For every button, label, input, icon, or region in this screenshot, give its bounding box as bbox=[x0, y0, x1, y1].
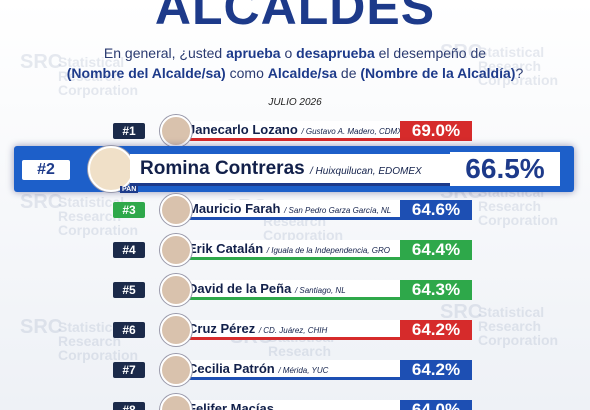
watermark-logo: SRC bbox=[20, 191, 63, 213]
location: / Iguala de la Independencia, GRO bbox=[266, 246, 390, 255]
approval: 69.0% bbox=[400, 121, 472, 141]
avatar bbox=[160, 115, 192, 147]
question-bold: aprueba bbox=[226, 45, 281, 61]
question-text: En general, ¿usted bbox=[103, 45, 227, 61]
name: Cruz Pérez bbox=[188, 321, 256, 336]
question-bold: (Nombre del Alcalde/sa) bbox=[66, 65, 226, 81]
approval: 66.5% bbox=[450, 152, 560, 186]
name-box: Janecarlo Lozano / Gustavo A. Madero, CD… bbox=[178, 121, 400, 141]
watermark-name: Statistical Research Corporation bbox=[58, 194, 139, 238]
question-text: como bbox=[225, 65, 268, 81]
avatar bbox=[160, 354, 192, 386]
rank-badge: #4 bbox=[113, 242, 145, 258]
avatar bbox=[160, 394, 192, 410]
name-box: Cruz Pérez / CD. Juárez, CHIH bbox=[178, 320, 400, 340]
question-bold: desaprueba bbox=[296, 45, 375, 61]
rank-badge: #6 bbox=[113, 322, 145, 338]
watermark-logo: SRC bbox=[20, 316, 63, 338]
date: JULIO 2026 bbox=[268, 97, 322, 108]
approval: 64.0% bbox=[400, 400, 472, 410]
watermark-name: Statistical Research Corporation bbox=[478, 304, 559, 348]
rank-badge: #1 bbox=[113, 123, 145, 139]
name-box: Mauricio Farah / San Pedro Garza García,… bbox=[178, 200, 400, 220]
watermark-logo: SRC bbox=[440, 41, 483, 63]
location: / Mérida, YUC bbox=[278, 366, 329, 375]
rank-badge: #2 bbox=[22, 160, 70, 180]
name-box: David de la Peña / Santiago, NL bbox=[178, 280, 400, 300]
rank-badge: #8 bbox=[113, 402, 145, 410]
question-bold: Alcalde/sa bbox=[267, 65, 338, 81]
name: Janecarlo Lozano bbox=[188, 122, 298, 137]
name: Felifer Macías bbox=[188, 401, 274, 410]
name-box: Felifer Macías bbox=[178, 400, 400, 410]
question-bold: (Nombre de la Alcaldía) bbox=[360, 65, 516, 81]
avatar bbox=[160, 234, 192, 266]
title: ALCALDES bbox=[154, 0, 436, 35]
watermark-logo: SRC bbox=[440, 301, 483, 323]
watermark-name: Statistical Research Corporation bbox=[58, 319, 139, 363]
name: Cecilia Patrón bbox=[188, 361, 275, 376]
question-line: En general, ¿usted aprueba o desaprueba … bbox=[20, 45, 570, 61]
approval: 64.2% bbox=[400, 360, 472, 380]
name-box: Erik Catalán / Iguala de la Independenci… bbox=[178, 240, 400, 260]
name: Romina Contreras bbox=[140, 158, 305, 179]
location: / Gustavo A. Madero, CDMX bbox=[301, 127, 400, 136]
watermark-name: Statistical Research Corporation bbox=[478, 44, 559, 88]
name: Erik Catalán bbox=[188, 241, 264, 256]
rank-badge: #5 bbox=[113, 282, 145, 298]
party: PAN bbox=[120, 186, 139, 193]
question-text: ? bbox=[515, 65, 524, 81]
name: Mauricio Farah bbox=[188, 201, 281, 216]
question-line: (Nombre del Alcalde/sa) como Alcalde/sa … bbox=[20, 65, 570, 81]
name-box: Cecilia Patrón / Mérida, YUC bbox=[178, 360, 400, 380]
watermark-logo: SRC bbox=[20, 51, 63, 73]
approval: 64.3% bbox=[400, 280, 472, 300]
approval: 64.2% bbox=[400, 320, 472, 340]
name-box: Romina Contreras / Huixquilucan, EDOMEX bbox=[130, 154, 450, 186]
rank-badge: #3 bbox=[113, 202, 145, 218]
question-text: o bbox=[280, 45, 297, 61]
location: / Santiago, NL bbox=[294, 286, 346, 295]
avatar bbox=[160, 194, 192, 226]
name: David de la Peña bbox=[188, 281, 292, 296]
question-text: el desempeño de bbox=[374, 45, 487, 61]
watermark-name: Statistical Research Corporation bbox=[58, 54, 139, 98]
avatar bbox=[160, 274, 192, 306]
approval: 64.4% bbox=[400, 240, 472, 260]
location: / San Pedro Garza García, NL bbox=[284, 206, 392, 215]
rank-badge: #7 bbox=[113, 362, 145, 378]
avatar bbox=[160, 314, 192, 346]
location: / CD. Juárez, CHIH bbox=[258, 326, 328, 335]
question-text: de bbox=[337, 65, 361, 81]
location: / Huixquilucan, EDOMEX bbox=[309, 166, 422, 177]
approval: 64.6% bbox=[400, 200, 472, 220]
